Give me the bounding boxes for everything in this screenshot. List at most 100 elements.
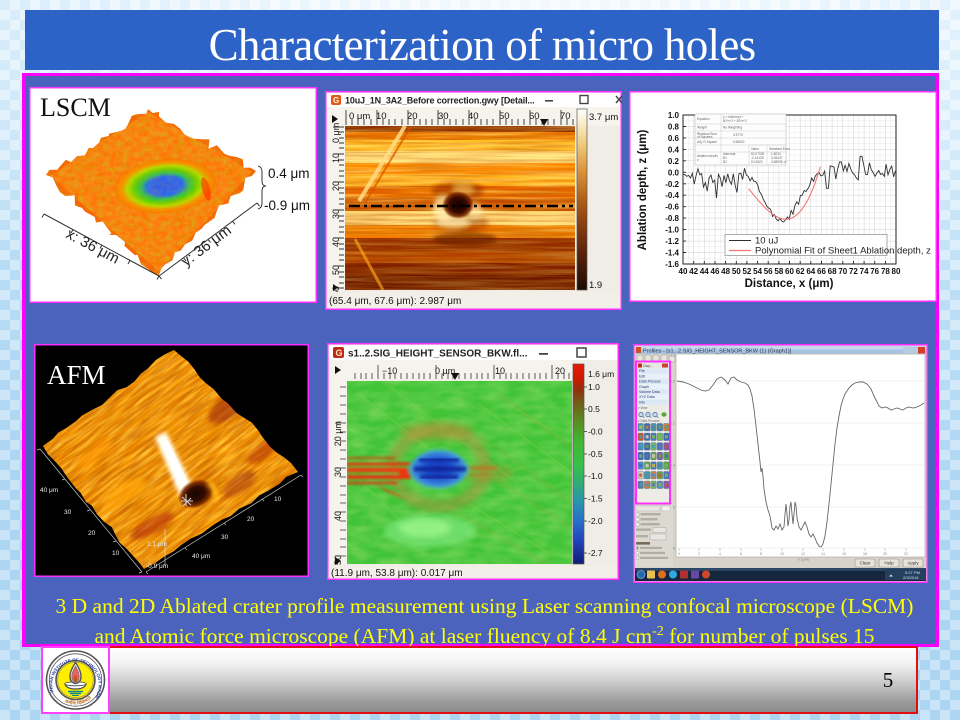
svg-text:62.07035: 62.07035	[751, 152, 765, 156]
svg-text:-0.2: -0.2	[668, 422, 675, 426]
svg-text:60: 60	[331, 286, 341, 296]
svg-text:Weight: Weight	[697, 126, 707, 130]
svg-text:10: 10	[112, 550, 120, 557]
svg-text:20 μm: 20 μm	[333, 421, 343, 446]
svg-text:76: 76	[870, 267, 879, 276]
svg-text:-1.6: -1.6	[665, 260, 679, 269]
svg-text:No Weighting: No Weighting	[723, 126, 742, 130]
svg-text:-0.8: -0.8	[665, 214, 679, 223]
svg-text:40: 40	[468, 111, 479, 122]
svg-text:(11.9 μm, 53.8 μm): 0.017 μm: (11.9 μm, 53.8 μm): 0.017 μm	[331, 568, 463, 579]
svg-text:30: 30	[333, 467, 343, 477]
svg-text:20: 20	[407, 111, 418, 122]
svg-text:44: 44	[700, 267, 709, 276]
svg-text:70: 70	[560, 111, 571, 122]
svg-text:60: 60	[529, 111, 540, 122]
svg-text:B2: B2	[723, 160, 727, 164]
svg-text:▾ Data Process: ▾ Data Process	[638, 419, 660, 423]
svg-text:Apply: Apply	[907, 561, 919, 566]
svg-text:30: 30	[221, 534, 229, 541]
svg-text:-0.0: -0.0	[588, 427, 603, 437]
svg-text:0.8: 0.8	[668, 123, 680, 132]
svg-text:Polynomial Fit of Sheet1 Ablat: Polynomial Fit of Sheet1 Ablation depth,…	[755, 246, 931, 257]
svg-text:Residual Sum: Residual Sum	[697, 132, 717, 136]
svg-text:66: 66	[817, 267, 826, 276]
svg-text:s1..2.SIG_HEIGHT_SENSOR_BKW.fl: s1..2.SIG_HEIGHT_SENSOR_BKW.fl...	[348, 349, 528, 360]
svg-text:30: 30	[64, 509, 72, 516]
svg-text:10: 10	[780, 552, 784, 556]
svg-text:16: 16	[842, 552, 846, 556]
svg-text:Value: Value	[751, 147, 759, 151]
svg-text:6: 6	[740, 552, 742, 556]
svg-text:72: 72	[849, 267, 858, 276]
svg-text:2: 2	[698, 552, 700, 556]
svg-text:10: 10	[376, 111, 387, 122]
svg-text:x (μm): x (μm)	[798, 557, 810, 562]
svg-text:-2.7: -2.7	[588, 548, 603, 558]
svg-text:Help: Help	[884, 561, 894, 566]
svg-text:10: 10	[331, 153, 341, 163]
svg-text:4.5899E-4: 4.5899E-4	[771, 160, 786, 164]
svg-text:Intercept: Intercept	[723, 152, 736, 156]
svg-text:2/3/2016: 2/3/2016	[903, 575, 919, 580]
svg-text:Volume Data: Volume Data	[639, 390, 660, 394]
svg-text:-0.9 μm: -0.9 μm	[264, 198, 310, 213]
svg-text:58: 58	[774, 267, 783, 276]
svg-text:0.2: 0.2	[668, 157, 680, 166]
svg-text:52: 52	[742, 267, 751, 276]
svg-text:46: 46	[711, 267, 720, 276]
svg-text:50: 50	[732, 267, 741, 276]
svg-text:1.9: 1.9	[589, 280, 602, 291]
svg-text:1.8034: 1.8034	[771, 152, 781, 156]
svg-text:50: 50	[499, 111, 510, 122]
svg-text:60: 60	[785, 267, 794, 276]
svg-text:1.0: 1.0	[588, 382, 600, 392]
svg-text:Gwy...: Gwy...	[643, 364, 653, 368]
svg-text:70: 70	[838, 267, 847, 276]
svg-text:30: 30	[438, 111, 449, 122]
svg-text:9:27 PM: 9:27 PM	[905, 570, 920, 575]
svg-text:0.0: 0.0	[670, 380, 675, 384]
svg-text:10: 10	[495, 366, 505, 376]
svg-text:40: 40	[679, 267, 688, 276]
svg-text:-0.2: -0.2	[665, 180, 679, 189]
svg-text:0 μm: 0 μm	[331, 123, 341, 143]
svg-text:-0.6: -0.6	[665, 203, 679, 212]
svg-text:30: 30	[331, 209, 341, 219]
svg-text:20: 20	[247, 516, 255, 523]
svg-text:(65.4 μm, 67.6 μm): 2.987 μm: (65.4 μm, 67.6 μm): 2.987 μm	[329, 296, 461, 307]
svg-text:Data Process: Data Process	[639, 380, 661, 384]
svg-text:Adj. R-Square: Adj. R-Square	[697, 140, 717, 144]
svg-text:XYZ Data: XYZ Data	[639, 395, 655, 399]
svg-text:Profiles - [s1...2.SIG_HEIGHT_: Profiles - [s1...2.SIG_HEIGHT_SENSOR_BKW…	[643, 349, 792, 355]
svg-text:62: 62	[796, 267, 805, 276]
svg-text:-1.5: -1.5	[588, 494, 603, 504]
svg-text:Clear: Clear	[860, 561, 871, 566]
svg-text:8: 8	[760, 552, 762, 556]
svg-text:-2.14128: -2.14128	[751, 156, 764, 160]
svg-text:1.1 μm: 1.1 μm	[147, 541, 167, 548]
svg-text:▾ View: ▾ View	[638, 406, 648, 410]
svg-text:80: 80	[892, 267, 901, 276]
svg-text:-1.0: -1.0	[665, 226, 679, 235]
svg-text:-0.4: -0.4	[665, 191, 679, 200]
svg-text:0 μm: 0 μm	[349, 111, 370, 122]
svg-text:z: z	[697, 158, 699, 162]
svg-text:0.5: 0.5	[588, 404, 600, 414]
svg-text:48: 48	[721, 267, 730, 276]
svg-text:0.01823: 0.01823	[751, 160, 763, 164]
svg-text:G: G	[336, 348, 343, 358]
svg-text:56: 56	[764, 267, 773, 276]
svg-text:12: 12	[801, 552, 805, 556]
svg-text:0 μm: 0 μm	[435, 366, 455, 376]
svg-text:B1: B1	[723, 156, 727, 160]
svg-text:1.0: 1.0	[668, 111, 680, 120]
svg-text:-0.5: -0.5	[588, 449, 603, 459]
svg-text:0.5779: 0.5779	[733, 133, 743, 137]
svg-text:22: 22	[904, 552, 908, 556]
svg-text:File: File	[639, 369, 645, 373]
svg-text:74: 74	[860, 267, 869, 276]
svg-text:10uJ_1N_3A2_Before correction.: 10uJ_1N_3A2_Before correction.gwy [Detai…	[345, 96, 534, 106]
svg-text:0.05437: 0.05437	[771, 156, 783, 160]
svg-text:50: 50	[331, 265, 341, 275]
